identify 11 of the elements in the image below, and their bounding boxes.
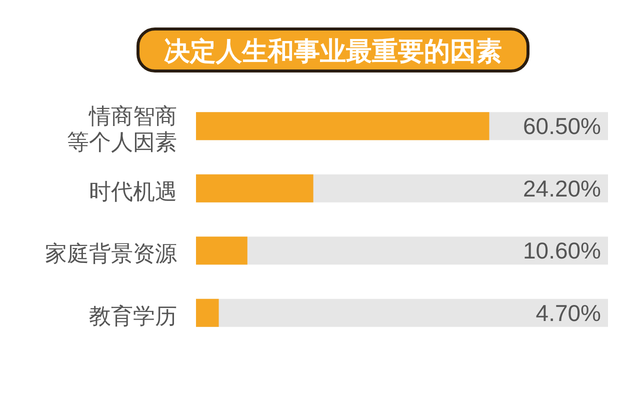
data-label: 10.60% (522, 238, 601, 264)
data-label: 4.70% (536, 300, 601, 326)
bar (196, 298, 219, 327)
data-label: 24.20% (522, 175, 601, 202)
y-tick-label: 家庭背景资源 (45, 241, 177, 266)
y-tick-label: 情商智商等个人因素 (67, 104, 177, 155)
bar (196, 236, 248, 265)
data-label: 60.50% (522, 113, 601, 140)
y-tick-label: 教育学历 (89, 303, 177, 328)
chart-title: 决定人生和事业最重要的因素 (164, 36, 502, 66)
y-tick-label: 时代机遇 (89, 178, 177, 204)
